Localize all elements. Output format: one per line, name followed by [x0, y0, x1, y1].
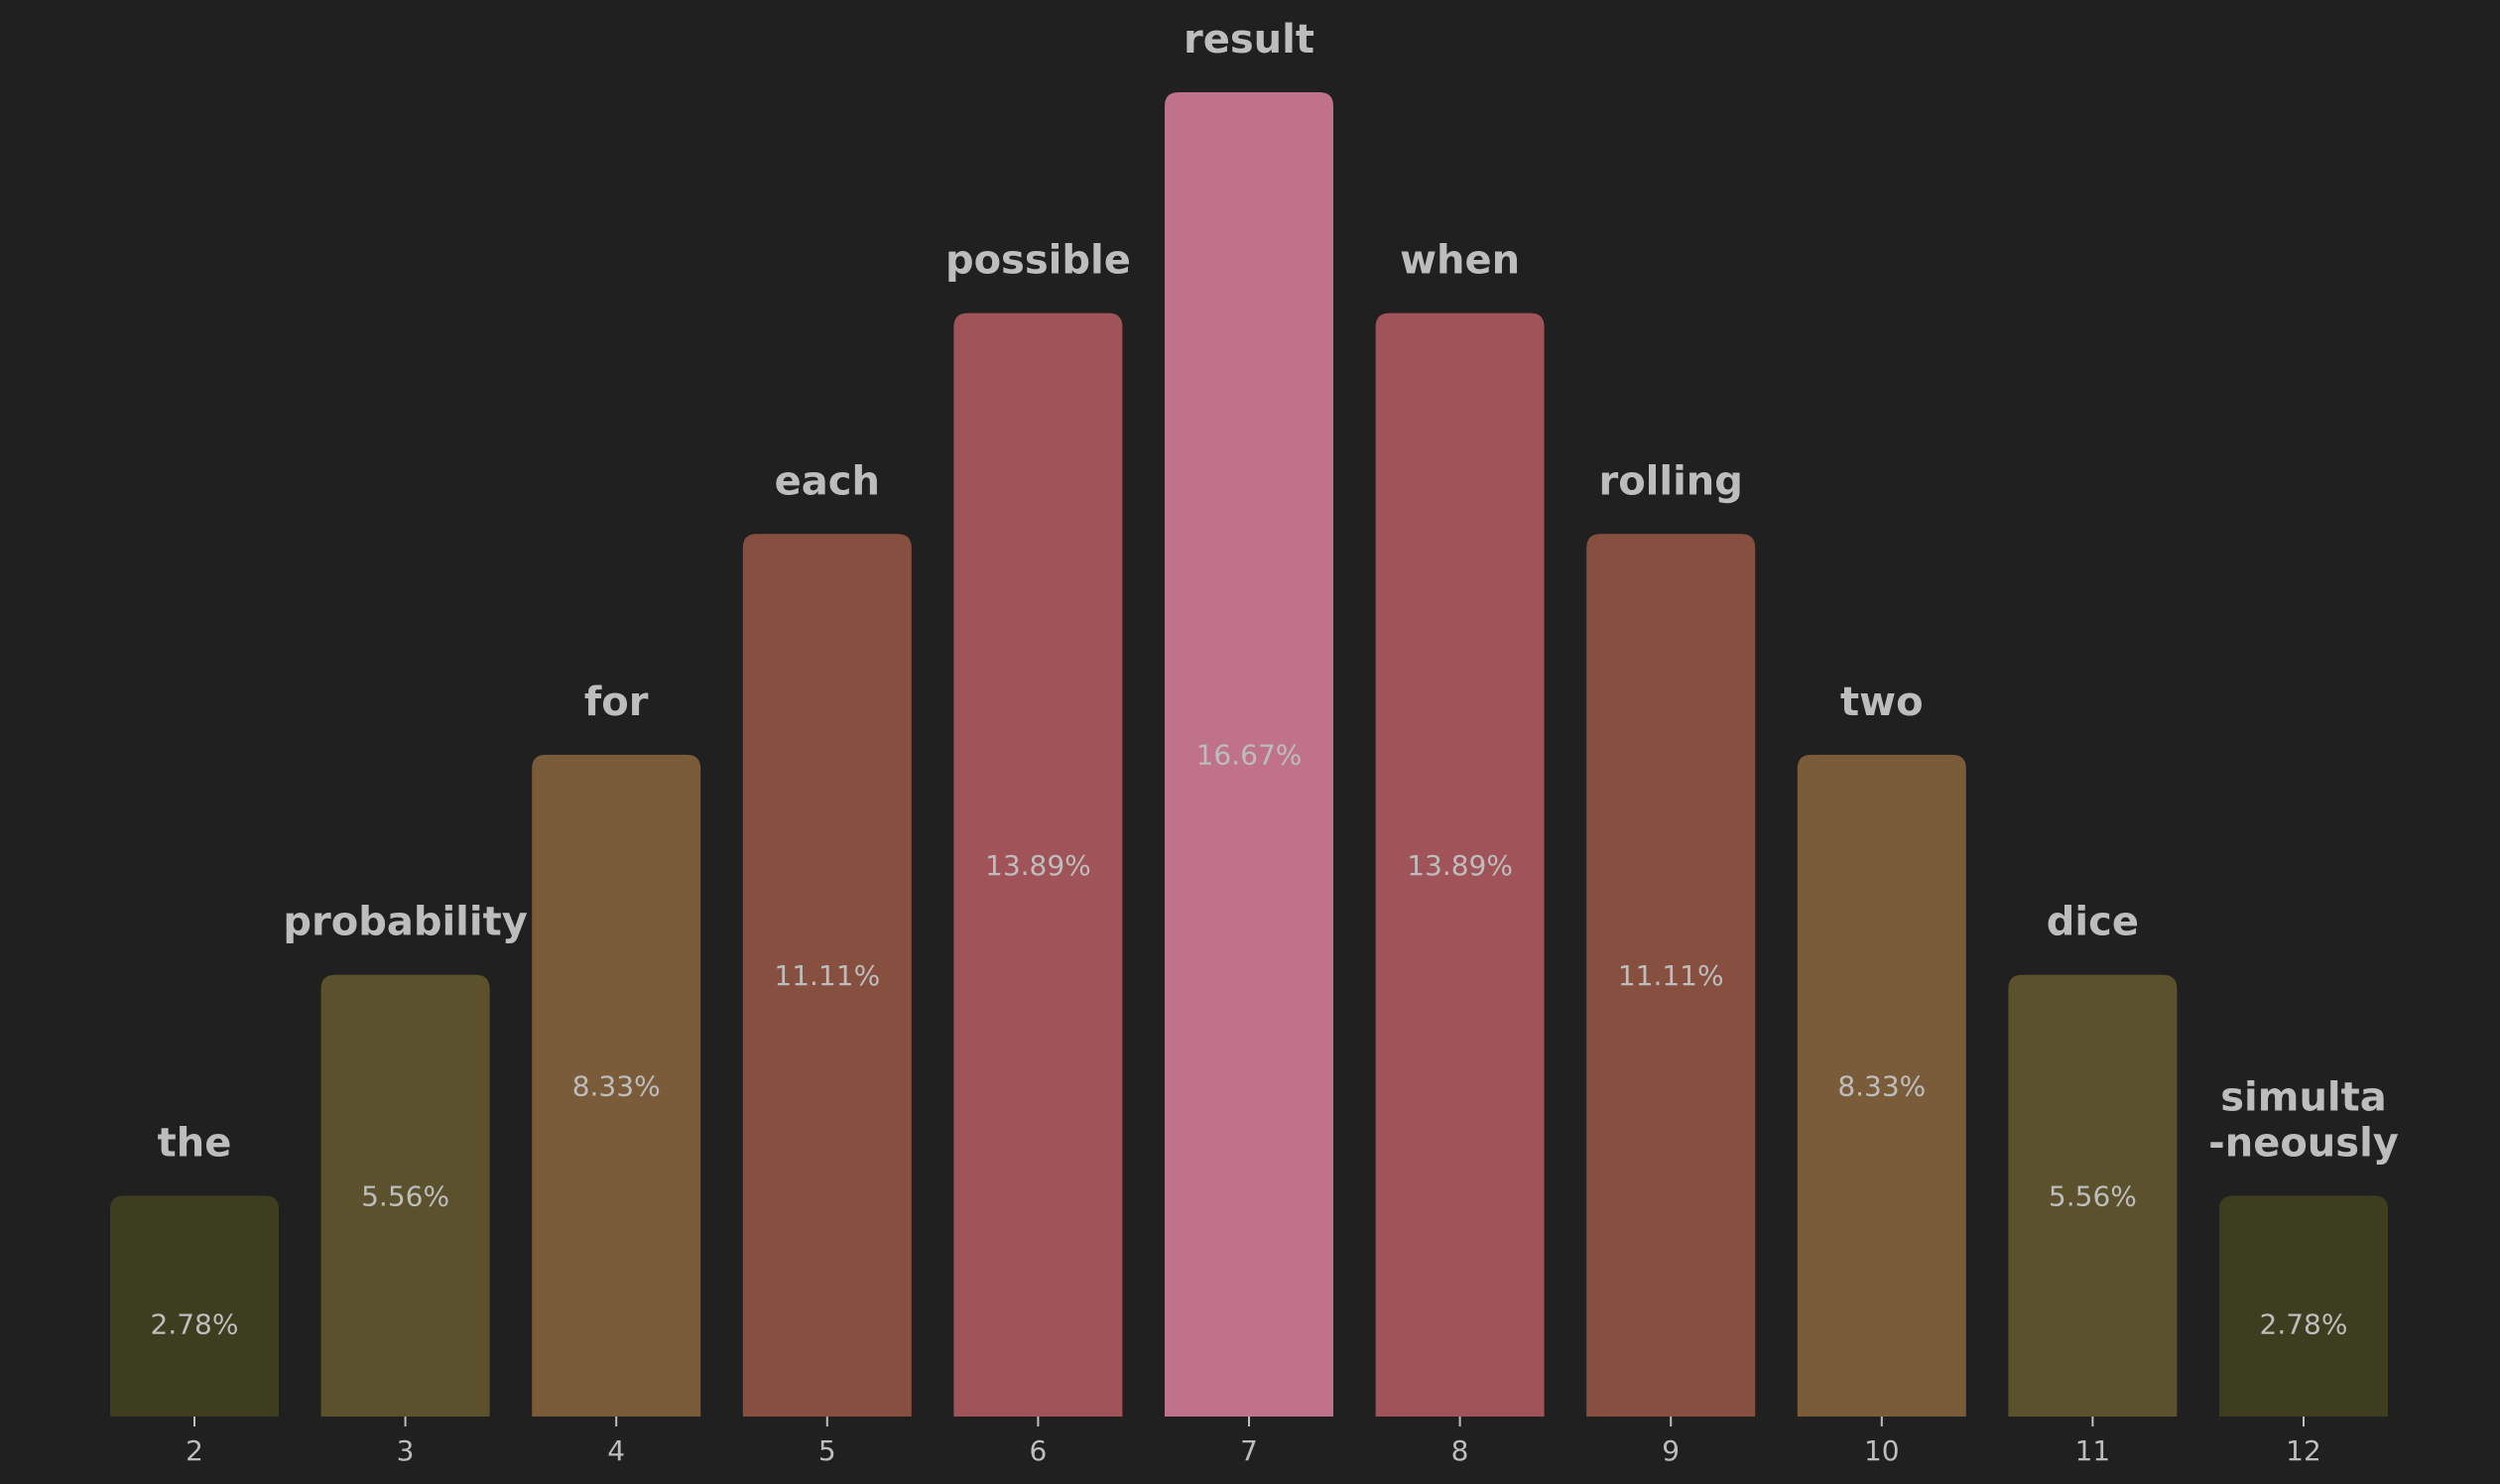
bar-word-label-2: the [158, 1120, 232, 1166]
bars-layer [110, 92, 2388, 1417]
value-label-6: 13.89% [985, 849, 1091, 882]
x-tick-label-8: 8 [1451, 1434, 1469, 1467]
value-label-11: 5.56% [2049, 1179, 2137, 1212]
value-label-2: 2.78% [151, 1308, 239, 1341]
value-label-7: 16.67% [1196, 739, 1303, 772]
bar-word-label-7: result [1184, 17, 1314, 62]
bar-word-label-11: dice [2047, 900, 2139, 945]
value-label-5: 11.11% [774, 959, 880, 992]
bar-12 [2219, 1195, 2388, 1417]
value-label-8: 13.89% [1407, 849, 1513, 882]
bar-6 [953, 312, 1123, 1417]
x-tick-label-6: 6 [1029, 1434, 1047, 1467]
x-tick-label-3: 3 [397, 1434, 415, 1467]
bar-word-label-5: each [775, 458, 880, 504]
value-label-10: 8.33% [1837, 1069, 1926, 1102]
bar-9 [1586, 534, 1756, 1417]
x-tick-label-5: 5 [818, 1434, 836, 1467]
bar-8 [1375, 312, 1545, 1417]
value-label-9: 11.11% [1618, 959, 1724, 992]
x-tick-label-10: 10 [1864, 1434, 1900, 1467]
value-label-12: 2.78% [2260, 1308, 2348, 1341]
bar-7 [1165, 92, 1333, 1417]
x-tick-label-4: 4 [607, 1434, 625, 1467]
x-tick-label-12: 12 [2286, 1434, 2321, 1467]
bar-10 [1797, 754, 1966, 1417]
bar-word-label-3: probability [283, 900, 527, 945]
bar-word-label-12-line-2: -neously [2208, 1120, 2399, 1166]
x-tick-label-9: 9 [1662, 1434, 1680, 1467]
bar-word-label-10: two [1840, 680, 1924, 725]
bar-word-label-6: possible [945, 238, 1131, 284]
x-tick-label-2: 2 [186, 1434, 203, 1467]
bar-word-label-8: when [1400, 238, 1520, 284]
bar-5 [742, 534, 912, 1417]
labels-layer: 2.78% the 5.56% probability 8.33% for 11.11% ea… [151, 17, 2399, 1341]
x-axis: 2 3 4 5 6 7 8 9 10 11 12 [186, 1417, 2321, 1467]
bar-11 [2008, 974, 2178, 1417]
x-tick-label-11: 11 [2075, 1434, 2111, 1467]
bar-3 [320, 974, 490, 1417]
bar-word-label-12-line-1: simulta [2220, 1074, 2387, 1120]
value-label-4: 8.33% [572, 1069, 661, 1102]
bar-2 [110, 1195, 279, 1417]
bar-word-label-4: for [584, 680, 649, 725]
bar-word-label-9: rolling [1598, 458, 1742, 504]
x-tick-label-7: 7 [1240, 1434, 1258, 1467]
bar-4 [532, 754, 701, 1417]
value-label-3: 5.56% [361, 1179, 449, 1212]
